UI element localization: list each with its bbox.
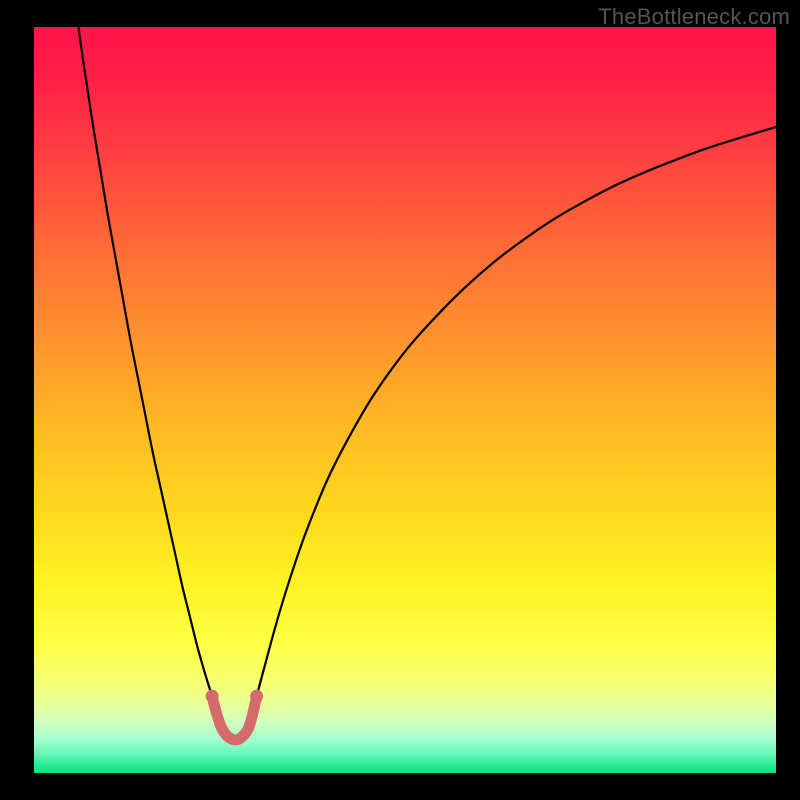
trough-endpoint xyxy=(206,690,219,703)
trough-endpoint xyxy=(250,690,263,703)
plot-background xyxy=(34,27,776,773)
bottleneck-chart xyxy=(0,0,800,800)
watermark-text: TheBottleneck.com xyxy=(598,4,790,30)
